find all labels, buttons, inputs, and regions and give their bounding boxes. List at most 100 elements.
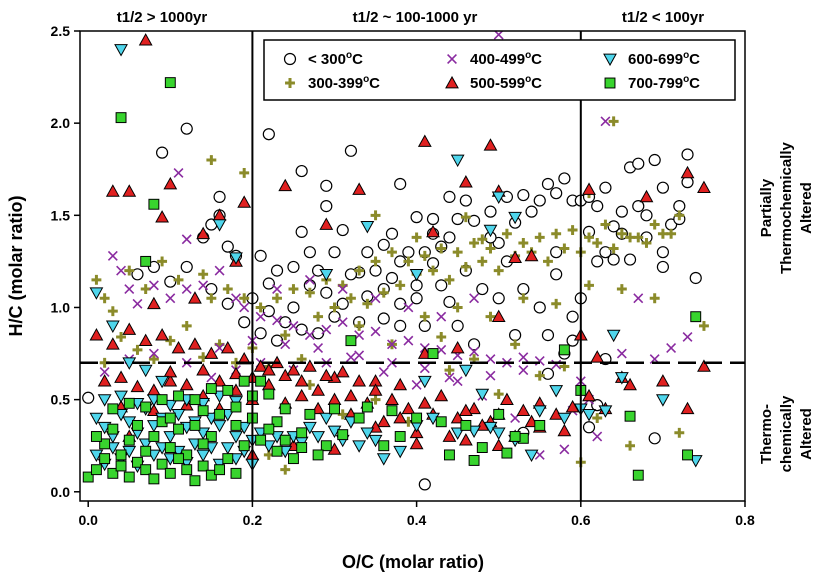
data-point bbox=[173, 167, 184, 178]
data-point bbox=[484, 205, 497, 218]
data-point bbox=[345, 352, 356, 363]
data-point bbox=[559, 243, 570, 254]
data-point bbox=[132, 456, 143, 468]
data-point bbox=[97, 394, 112, 407]
data-point bbox=[485, 370, 496, 381]
data-point bbox=[632, 199, 645, 213]
data-point bbox=[657, 228, 668, 239]
data-point bbox=[320, 199, 333, 213]
data-point bbox=[387, 357, 397, 368]
data-point bbox=[271, 445, 283, 457]
data-point bbox=[270, 264, 284, 277]
data-point bbox=[402, 246, 415, 259]
data-point bbox=[239, 302, 250, 313]
data-point bbox=[436, 243, 447, 254]
side-label-lower-line1: Thermo- bbox=[758, 404, 775, 464]
y-tick-label: 0.0 bbox=[51, 484, 71, 500]
data-point bbox=[582, 421, 596, 434]
data-point bbox=[353, 412, 365, 424]
side-label-lower-line2: chemically bbox=[778, 395, 795, 472]
data-point bbox=[288, 320, 299, 331]
data-point bbox=[394, 177, 407, 191]
data-point bbox=[231, 293, 241, 304]
data-point bbox=[311, 431, 325, 444]
data-point bbox=[173, 423, 184, 435]
data-point bbox=[294, 374, 309, 387]
data-point bbox=[164, 467, 176, 479]
data-point bbox=[165, 293, 176, 304]
data-point bbox=[360, 221, 375, 234]
data-point bbox=[435, 279, 448, 292]
data-point bbox=[229, 431, 243, 444]
data-point bbox=[410, 279, 423, 292]
data-point bbox=[483, 224, 498, 238]
series-0 bbox=[82, 122, 702, 491]
data-point bbox=[492, 292, 505, 305]
data-point bbox=[508, 211, 523, 225]
data-point bbox=[697, 180, 711, 194]
data-point bbox=[689, 271, 702, 285]
data-point bbox=[450, 154, 465, 168]
data-point bbox=[418, 319, 431, 333]
data-point bbox=[328, 246, 341, 259]
data-point bbox=[524, 449, 539, 463]
data-point bbox=[122, 184, 137, 197]
data-point bbox=[147, 260, 160, 274]
y-tick-label: 1.5 bbox=[51, 207, 71, 223]
data-point bbox=[517, 188, 530, 202]
data-point bbox=[427, 348, 439, 359]
data-point bbox=[690, 311, 702, 323]
data-point bbox=[352, 374, 367, 387]
data-point bbox=[171, 340, 186, 354]
data-point bbox=[131, 268, 144, 281]
data-point bbox=[591, 199, 604, 213]
data-point bbox=[370, 256, 381, 267]
data-point bbox=[287, 301, 300, 314]
x-tick-label: 0.4 bbox=[407, 512, 427, 528]
data-point bbox=[91, 274, 102, 285]
data-point bbox=[163, 364, 178, 378]
data-point bbox=[335, 364, 350, 378]
data-point bbox=[566, 310, 579, 323]
data-point bbox=[99, 453, 111, 465]
data-point bbox=[140, 464, 152, 476]
data-point bbox=[296, 442, 308, 453]
data-point bbox=[370, 326, 381, 337]
data-point bbox=[436, 332, 447, 342]
data-point bbox=[123, 397, 135, 409]
data-point bbox=[107, 467, 119, 479]
data-point bbox=[614, 372, 629, 385]
data-point bbox=[376, 414, 391, 428]
data-point bbox=[140, 445, 152, 457]
data-point bbox=[656, 260, 670, 274]
data-point bbox=[319, 412, 334, 426]
data-point bbox=[189, 475, 201, 487]
data-point bbox=[591, 255, 604, 268]
data-point bbox=[608, 116, 619, 127]
data-point bbox=[443, 190, 456, 203]
data-point bbox=[156, 394, 168, 406]
data-point bbox=[509, 329, 522, 342]
data-point bbox=[295, 164, 308, 178]
data-point bbox=[105, 320, 120, 333]
data-point bbox=[165, 335, 176, 346]
data-point bbox=[458, 364, 473, 378]
data-point bbox=[370, 293, 381, 304]
data-point bbox=[320, 179, 333, 192]
data-point bbox=[188, 337, 202, 350]
data-point bbox=[140, 401, 152, 413]
data-point bbox=[148, 354, 159, 365]
data-point bbox=[409, 436, 424, 450]
data-point bbox=[518, 365, 529, 376]
data-point bbox=[155, 328, 169, 341]
data-point bbox=[345, 335, 357, 347]
data-point bbox=[221, 297, 234, 310]
data-point bbox=[387, 339, 397, 350]
data-point bbox=[378, 367, 389, 377]
data-point bbox=[656, 394, 670, 407]
data-point bbox=[181, 320, 192, 331]
data-point bbox=[288, 453, 299, 465]
y-axis-title: H/C (molar ratio) bbox=[6, 195, 26, 336]
data-point bbox=[148, 348, 159, 359]
data-point bbox=[649, 219, 660, 230]
